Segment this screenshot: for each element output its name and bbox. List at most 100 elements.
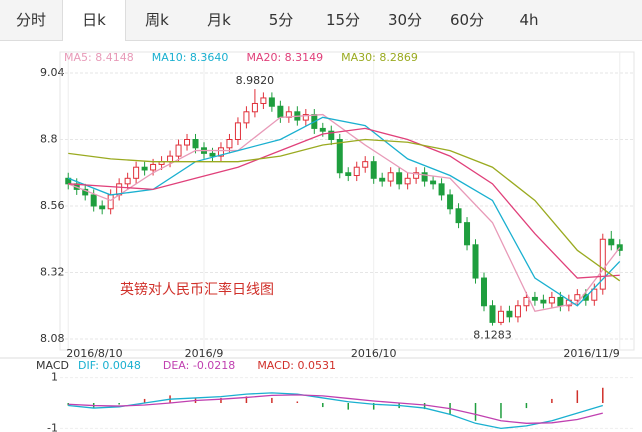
macd-line	[68, 392, 603, 430]
legend-entry: MA30: 8.2869	[341, 51, 418, 64]
macd-bar	[220, 397, 222, 403]
candle-body	[447, 194, 454, 210]
macd-bar	[347, 403, 349, 410]
plot-frame	[59, 51, 635, 351]
tab[interactable]: 60分	[449, 11, 485, 29]
ma-line	[68, 127, 620, 279]
panel-title: MACD	[36, 359, 69, 372]
candle-body	[243, 111, 250, 124]
tab[interactable]: 5分	[268, 11, 294, 29]
tab[interactable]: 4h	[519, 11, 539, 29]
tab[interactable]: 周k	[145, 11, 169, 29]
candle-body	[438, 183, 445, 196]
candle-body	[497, 310, 504, 323]
y-tick-label: 8.08	[40, 332, 65, 345]
candle-body	[175, 144, 182, 157]
candle-body	[540, 299, 547, 304]
candle-body	[421, 172, 428, 182]
ma-line	[68, 116, 621, 307]
macd-bar	[551, 398, 553, 403]
candle-body	[192, 139, 199, 149]
candle-body	[387, 172, 394, 182]
ma-line	[68, 138, 621, 282]
macd-bar	[322, 403, 324, 408]
candle-body	[150, 163, 157, 171]
candle-body	[455, 208, 462, 224]
macd-bar	[576, 390, 579, 403]
candle-body	[260, 97, 267, 104]
macd-bar	[525, 403, 528, 409]
x-tick-label: 2016/11/9	[563, 347, 619, 360]
y-tick-label: 1	[51, 371, 58, 384]
candle-body	[472, 244, 479, 279]
annotation: 8.9820	[236, 74, 275, 87]
legend-entry: MA5: 8.4148	[64, 51, 134, 64]
candle-body	[251, 102, 258, 113]
x-tick-label: 2016/10	[351, 347, 397, 360]
tab-bar: 分时 日k 周k 月k 5分 15分 30分 60分 4h	[0, 0, 642, 41]
legend-entry: DIF: 0.0048	[78, 359, 141, 372]
candle-body	[328, 130, 335, 140]
candle-body	[506, 310, 513, 318]
x-tick-label: 2016/9	[185, 347, 224, 360]
macd-bar	[500, 403, 502, 419]
tab[interactable]: 月k	[207, 11, 231, 29]
candle-body	[353, 166, 360, 177]
macd-bar	[245, 396, 248, 403]
candle-body	[336, 139, 343, 174]
candle-body	[90, 194, 97, 207]
macd-bar	[423, 403, 426, 410]
candle-body	[141, 166, 148, 171]
ma-line	[68, 113, 621, 313]
tab[interactable]: 30分	[387, 11, 423, 29]
candle-body	[234, 122, 241, 140]
tab[interactable]: 15分	[325, 11, 361, 29]
macd-bar	[118, 403, 120, 405]
candle-body	[133, 166, 140, 179]
candle-body	[268, 97, 275, 107]
candle-body	[277, 105, 284, 118]
y-tick-label: 8.56	[40, 199, 65, 212]
candle-body	[362, 161, 369, 168]
candle-body	[514, 305, 521, 318]
annotation: 8.1283	[473, 329, 512, 342]
candle-body	[548, 296, 555, 304]
legend-entry: DEA: -0.0218	[163, 359, 235, 372]
candle-body	[107, 194, 114, 210]
y-tick-label: 8.32	[40, 266, 65, 279]
y-tick-label: -1	[47, 421, 58, 432]
y-tick-label: 9.04	[40, 66, 65, 79]
macd-bar	[271, 397, 273, 403]
candle-body	[379, 177, 386, 182]
candle-body	[531, 296, 538, 301]
candle-body	[99, 205, 106, 210]
legend-entry: MACD: 0.0531	[257, 359, 336, 372]
candle-body	[370, 161, 377, 179]
candle-body	[404, 177, 411, 185]
macd-bar	[296, 401, 299, 403]
candle-body	[464, 222, 471, 246]
candle-body	[523, 296, 530, 307]
legend-entry: MA10: 8.3640	[152, 51, 229, 64]
candle-body	[167, 155, 174, 163]
candle-body	[345, 172, 352, 177]
x-tick-label: 2016/8/10	[66, 347, 122, 360]
candle-body	[184, 139, 191, 146]
candle-body	[430, 180, 437, 185]
candle-body	[124, 177, 131, 185]
tab[interactable]: 分时	[15, 11, 46, 29]
macd-bar	[474, 403, 477, 421]
macd-bar	[602, 387, 604, 403]
macd-line	[68, 394, 603, 424]
candle-body	[209, 152, 216, 157]
candle-body	[413, 172, 420, 179]
candle-body	[302, 114, 309, 121]
macd-bar	[143, 398, 146, 403]
tab[interactable]: 日k	[62, 0, 126, 41]
candle-body	[557, 296, 564, 307]
candle-body	[226, 139, 233, 149]
candle-body	[481, 277, 487, 307]
macd-bar	[372, 403, 375, 410]
